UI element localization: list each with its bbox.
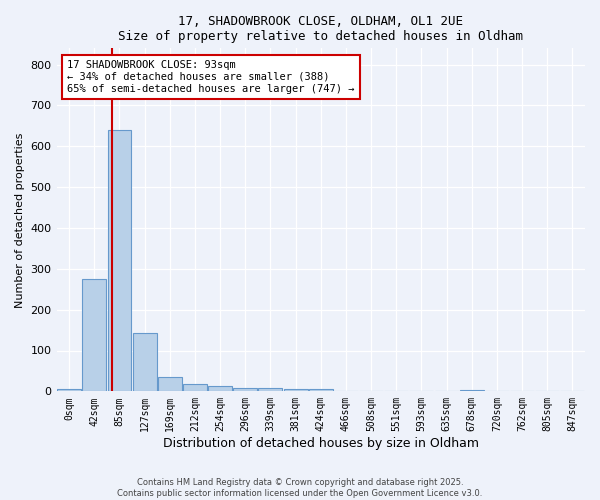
Bar	[233, 388, 257, 392]
X-axis label: Distribution of detached houses by size in Oldham: Distribution of detached houses by size …	[163, 437, 479, 450]
Title: 17, SHADOWBROOK CLOSE, OLDHAM, OL1 2UE
Size of property relative to detached hou: 17, SHADOWBROOK CLOSE, OLDHAM, OL1 2UE S…	[118, 15, 523, 43]
Bar	[57, 390, 81, 392]
Bar	[208, 386, 232, 392]
Y-axis label: Number of detached properties: Number of detached properties	[15, 132, 25, 308]
Text: Contains HM Land Registry data © Crown copyright and database right 2025.
Contai: Contains HM Land Registry data © Crown c…	[118, 478, 482, 498]
Bar	[460, 390, 484, 392]
Bar	[284, 389, 308, 392]
Bar	[158, 377, 182, 392]
Bar	[133, 333, 157, 392]
Bar	[107, 130, 131, 392]
Text: 17 SHADOWBROOK CLOSE: 93sqm
← 34% of detached houses are smaller (388)
65% of se: 17 SHADOWBROOK CLOSE: 93sqm ← 34% of det…	[67, 60, 355, 94]
Bar	[259, 388, 283, 392]
Bar	[334, 390, 358, 392]
Bar	[309, 390, 333, 392]
Bar	[82, 279, 106, 392]
Bar	[183, 384, 207, 392]
